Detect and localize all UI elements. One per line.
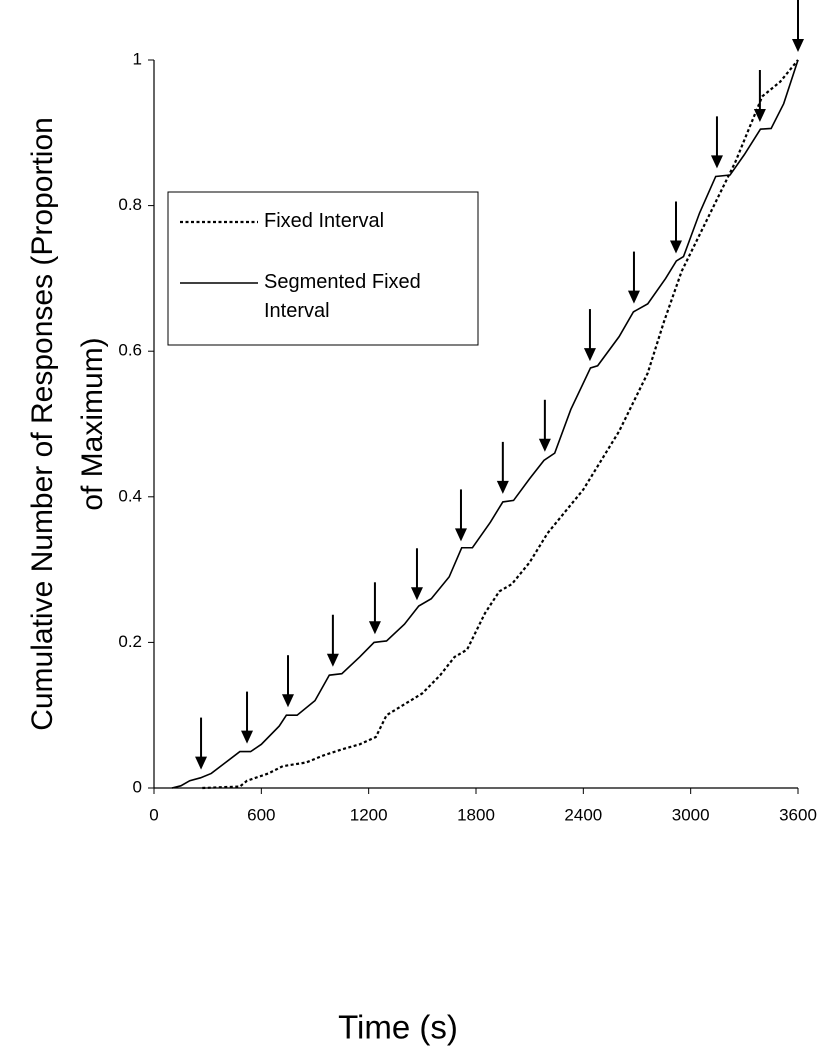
y-tick-label: 0.6 [118, 341, 142, 360]
arrow-head [281, 694, 294, 708]
arrow [368, 582, 381, 635]
x-tick-label: 600 [247, 805, 275, 824]
arrow [538, 399, 551, 452]
x-tick-label: 1200 [350, 805, 388, 824]
arrow-head [669, 240, 682, 254]
y-tick-label: 0.2 [118, 632, 142, 651]
arrow [753, 70, 766, 123]
legend: Fixed Interval Segmented Fixed Interval [167, 191, 479, 346]
x-axis-label: Time (s) [338, 1009, 458, 1046]
arrow-head [195, 756, 208, 770]
y-axis-label: Cumulative Number of Responses (Proporti… [26, 117, 59, 731]
legend-label: Fixed Interval [264, 210, 385, 232]
arrow [669, 201, 682, 254]
arrow-head [454, 528, 467, 542]
arrow-head [792, 39, 804, 52]
x-tick-label: 2400 [564, 805, 602, 824]
legend-entry: Fixed Interval [264, 210, 385, 232]
arrow [410, 548, 423, 601]
arrow [195, 717, 208, 770]
arrow-head [753, 109, 766, 123]
arrow [454, 489, 467, 542]
arrow-head [710, 155, 723, 169]
legend-label: Segmented Fixed Interval [264, 271, 421, 322]
y-tick-label: 0 [133, 777, 142, 796]
series-line [202, 59, 799, 790]
arrow-head [241, 730, 254, 744]
arrow-head [326, 653, 339, 667]
legend-box [167, 191, 479, 346]
arrow [710, 116, 723, 169]
x-tick-label: 0 [149, 805, 158, 824]
y-axis-label: of Maximum) [76, 337, 109, 510]
arrow-head [368, 621, 381, 635]
series-line [171, 59, 799, 789]
x-tick-label: 3000 [672, 805, 710, 824]
x-tick-label: 3600 [779, 805, 817, 824]
y-tick-label: 0.8 [118, 195, 142, 214]
legend-entry: Segmented Fixed Interval [264, 271, 421, 322]
arrow [496, 441, 509, 494]
arrow [241, 691, 254, 744]
arrow-head [538, 438, 551, 452]
arrow [281, 655, 294, 708]
arrow-head [583, 348, 596, 362]
y-tick-label: 1 [133, 49, 142, 68]
arrow-head [410, 587, 423, 601]
x-tick-label: 1800 [457, 805, 495, 824]
arrow [627, 251, 640, 304]
arrow [583, 309, 596, 362]
arrow [792, 0, 804, 52]
arrow-head [496, 480, 509, 494]
arrow-head [627, 290, 640, 304]
arrow [326, 614, 339, 667]
y-tick-label: 0.4 [118, 486, 142, 505]
